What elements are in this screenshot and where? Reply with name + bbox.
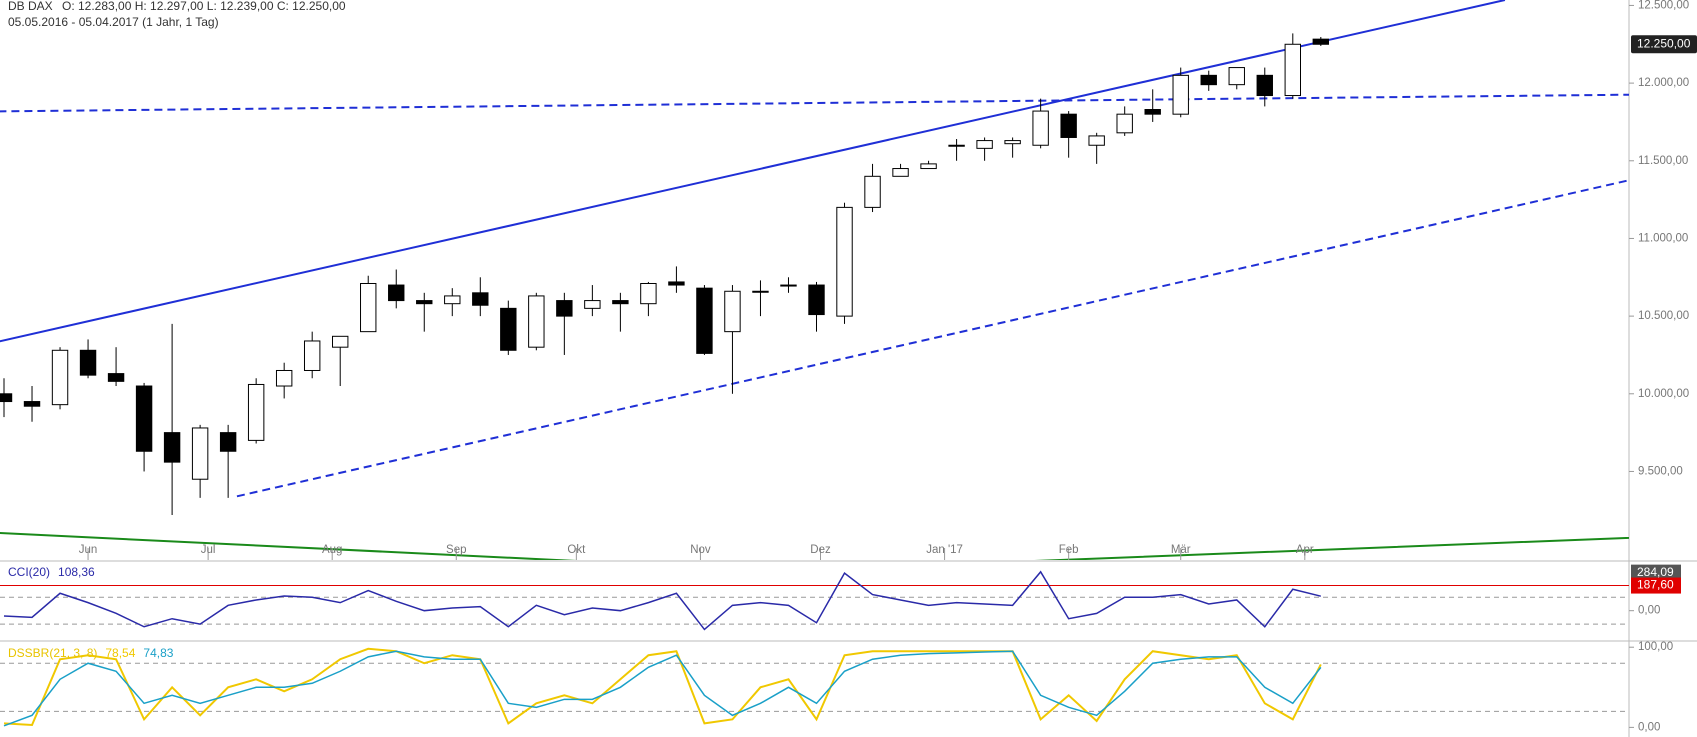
candle-body (163, 432, 181, 463)
x-tick-label: Aug (322, 544, 342, 556)
candle-body (836, 206, 853, 317)
candle-body (79, 349, 97, 376)
series-line (3, 570, 1321, 631)
trend-line (236, 179, 1629, 498)
y-tick-label: 11.500,00 (1638, 155, 1688, 167)
y-tick-label: 10.500,00 (1638, 310, 1689, 322)
candle-body (1228, 67, 1245, 86)
candle-body (556, 300, 573, 317)
candle-body (332, 335, 349, 348)
y-tick-label: 12.000,00 (1638, 77, 1689, 89)
candle-body (444, 295, 461, 305)
trend-line (0, 532, 1629, 560)
candle-body (1172, 74, 1189, 115)
candle-body (360, 282, 377, 333)
y-tick-label: 0,00 (1638, 605, 1660, 617)
trend-line (0, 0, 1506, 343)
x-tick-label: Jun (79, 544, 98, 556)
candle-body (275, 369, 293, 387)
candle-body (696, 287, 713, 354)
x-tick-label: Sep (446, 544, 466, 556)
series-value: 74,83 (143, 646, 173, 660)
candle-body (640, 282, 657, 305)
candle-body (0, 393, 13, 403)
candle-body (472, 292, 489, 306)
series-value: 108,36 (58, 565, 95, 579)
candle-body (1284, 43, 1301, 97)
candle-body (752, 290, 769, 293)
candle-body (584, 300, 601, 309)
candle-body (528, 295, 545, 348)
candle-body (51, 349, 69, 406)
y-tick-label: 10.000,00 (1638, 388, 1689, 400)
candle-body (892, 168, 909, 177)
chart-title: DB DAX (8, 0, 53, 13)
candle-body (416, 300, 433, 305)
candle-body (219, 432, 237, 452)
candle-body (1200, 74, 1217, 86)
x-tick-label: Nov (690, 544, 711, 556)
series-value: 78,54 (105, 646, 135, 660)
candle-body (135, 385, 153, 452)
candle-body (388, 284, 405, 302)
panel-title: DSSBR(21, 3, 8) (8, 646, 97, 660)
candle-body (948, 144, 965, 147)
candle-body (920, 163, 937, 170)
x-tick-label: Okt (567, 544, 586, 556)
candle-body (1116, 113, 1133, 134)
value-tag-label: 284,09 (1637, 565, 1674, 579)
price-panel (0, 0, 1629, 560)
y-tick-label: 9.500,00 (1638, 465, 1683, 477)
price-tag-label: 12.250,00 (1637, 36, 1691, 50)
candle-body (107, 373, 125, 382)
y-tick-label: 12.500,00 (1638, 0, 1689, 11)
candle-body (724, 290, 741, 333)
x-tick-label: Feb (1059, 544, 1079, 556)
panel-title: CCI(20) (8, 565, 50, 579)
ohlc-legend: O: 12.283,00 H: 12.297,00 L: 12.239,00 C… (62, 0, 346, 13)
x-tick-label: Jan '17 (926, 544, 963, 556)
x-tick-label: Jul (201, 544, 216, 556)
candle-body (1256, 74, 1273, 97)
dss-panel (0, 647, 1629, 727)
candle-body (780, 284, 797, 287)
series-line (3, 650, 1322, 727)
candle-body (976, 140, 993, 149)
subtitle: 05.05.2016 - 05.04.2017 (1 Jahr, 1 Tag) (8, 15, 219, 29)
y-tick-label: 11.000,00 (1638, 232, 1688, 244)
candle-body (191, 427, 209, 480)
price-tag (1631, 35, 1697, 54)
candle-body (1312, 38, 1330, 45)
candle-body (23, 401, 41, 407)
y-tick-label: 100,00 (1638, 641, 1673, 653)
candle-body (1060, 113, 1077, 138)
candle-body (612, 300, 629, 305)
candle-body (247, 383, 265, 441)
cci-panel (0, 570, 1629, 631)
candle-body (808, 284, 825, 316)
candle-body (303, 340, 321, 371)
x-tick-label: Dez (810, 544, 831, 556)
candle-body (1088, 135, 1105, 146)
y-tick-label: 0,00 (1638, 721, 1660, 733)
series-line (3, 647, 1322, 727)
candle-body (1144, 109, 1161, 115)
candle-body (668, 281, 685, 286)
value-tag (1631, 564, 1681, 581)
candle-body (1032, 110, 1049, 146)
x-tick-label: Mär (1171, 544, 1191, 556)
trend-line (0, 93, 1629, 113)
candle-body (500, 307, 517, 351)
value-tag (1631, 577, 1681, 594)
candle-body (1004, 140, 1021, 145)
overlay: DB DAX O: 12.283,00 H: 12.297,00 L: 12.2… (8, 0, 1697, 733)
candle-body (864, 175, 881, 208)
x-tick-label: Apr (1296, 544, 1314, 556)
value-tag-label: 187,60 (1637, 578, 1674, 592)
